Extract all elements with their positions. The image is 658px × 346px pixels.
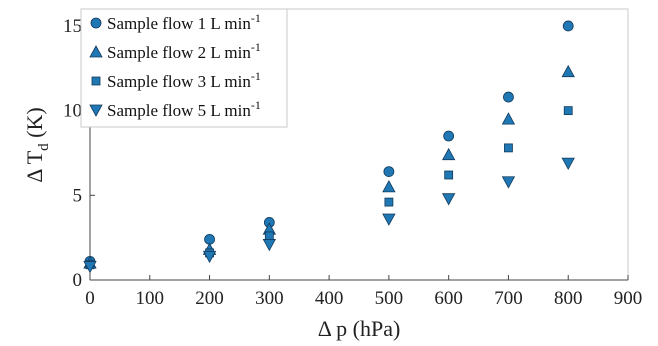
x-tick-label: 600 bbox=[434, 288, 463, 309]
point-triangle-down bbox=[501, 176, 516, 189]
x-tick-label: 800 bbox=[554, 288, 583, 309]
legend-item: Sample flow 2 L min-1 bbox=[89, 40, 261, 62]
point-triangle-down bbox=[202, 250, 217, 264]
point-circle bbox=[443, 130, 455, 142]
legend-marker-circle bbox=[90, 17, 102, 29]
legend-box bbox=[80, 8, 288, 128]
legend-marker-triangle-down bbox=[89, 104, 103, 117]
point-triangle-down bbox=[382, 213, 396, 226]
x-tick-label: 700 bbox=[494, 288, 523, 309]
data-points bbox=[83, 20, 575, 274]
point-triangle-down bbox=[262, 239, 277, 252]
legend-marker-square bbox=[91, 76, 101, 86]
legend-label: Sample flow 5 L min-1 bbox=[107, 98, 261, 120]
point-circle bbox=[383, 166, 395, 178]
legend-item: Sample flow 1 L min-1 bbox=[90, 11, 261, 33]
x-tick-label: 200 bbox=[195, 288, 224, 309]
point-triangle-up bbox=[382, 180, 396, 193]
series-square bbox=[85, 106, 573, 270]
y-tick-label: 10 bbox=[63, 101, 82, 122]
x-tick-label: 500 bbox=[375, 288, 404, 309]
point-triangle-down bbox=[441, 193, 456, 206]
legend-item: Sample flow 3 L min-1 bbox=[91, 69, 261, 91]
point-square bbox=[444, 170, 454, 180]
legend-label: Sample flow 2 L min-1 bbox=[107, 40, 261, 62]
point-triangle-up bbox=[441, 147, 456, 161]
legend: Sample flow 1 L min-1 Sample flow 2 L min… bbox=[80, 8, 288, 128]
legend-marker-triangle-up bbox=[89, 45, 103, 58]
series-triangle-down bbox=[83, 157, 575, 274]
x-tick-label: 400 bbox=[315, 288, 344, 309]
point-circle bbox=[503, 91, 514, 103]
x-tick-label: 900 bbox=[614, 288, 643, 309]
x-axis-label: Δ p (hPa) bbox=[318, 316, 401, 341]
x-tick-label: 0 bbox=[85, 288, 95, 309]
x-axis-ticks: 0 100 200 300 400 500 600 700 800 900 bbox=[85, 275, 642, 309]
y-tick-label: 15 bbox=[63, 16, 82, 37]
y-axis-ticks: 0 5 10 15 bbox=[63, 16, 95, 291]
y-tick-label: 0 bbox=[73, 270, 83, 291]
y-axis-label: Δ Td (K) bbox=[22, 107, 52, 182]
point-triangle-up bbox=[501, 112, 516, 125]
point-triangle-up bbox=[561, 64, 575, 78]
point-square bbox=[563, 106, 573, 116]
legend-label: Sample flow 3 L min-1 bbox=[107, 69, 261, 91]
legend-item: Sample flow 5 L min-1 bbox=[89, 98, 261, 120]
point-square bbox=[384, 197, 394, 207]
point-square bbox=[264, 231, 274, 241]
legend-label: Sample flow 1 L min-1 bbox=[107, 11, 261, 33]
point-square bbox=[504, 143, 513, 153]
point-circle bbox=[562, 20, 574, 32]
x-tick-label: 300 bbox=[255, 288, 284, 309]
point-triangle-down bbox=[561, 157, 575, 170]
y-tick-label: 5 bbox=[73, 185, 83, 206]
point-triangle-down bbox=[83, 261, 97, 274]
x-tick-label: 100 bbox=[136, 288, 165, 309]
